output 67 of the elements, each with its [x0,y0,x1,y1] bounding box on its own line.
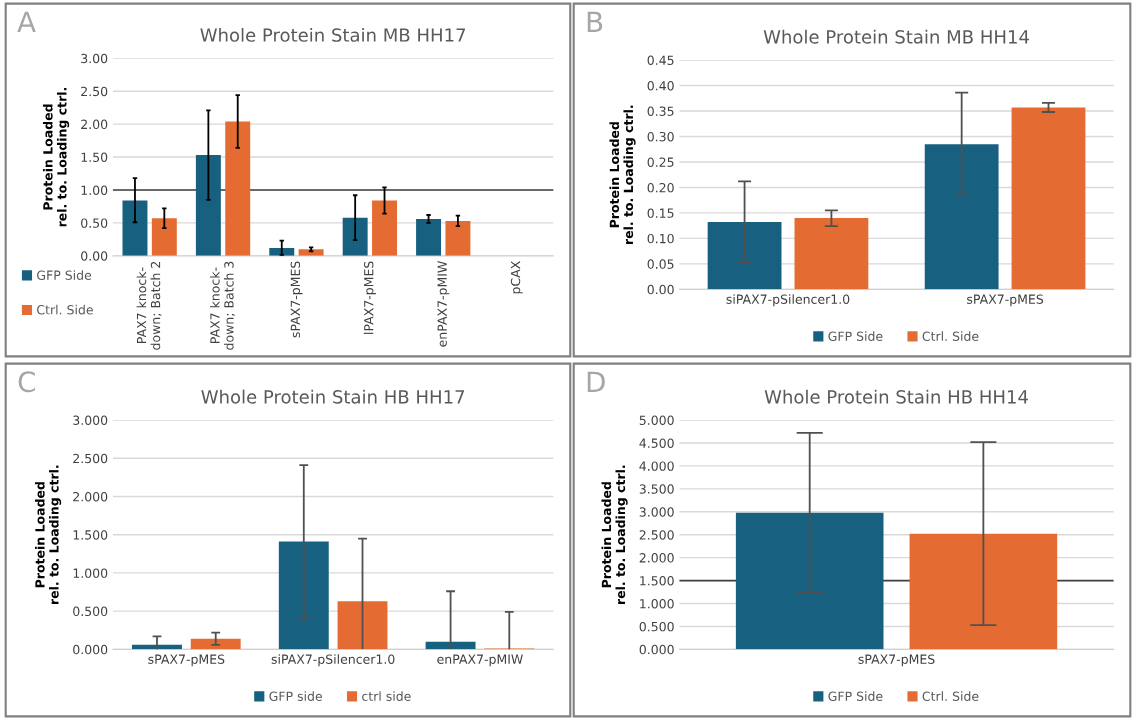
y-axis-title: Protein Loaded rel. to. Loading ctrl. [609,105,636,244]
legend-label: GFP Side [828,331,883,341]
y-axis-title: Protein Loaded rel. to. Loading ctrl. [601,465,628,604]
chart-title: Whole Protein Stain HB HH14 [764,389,1028,404]
y-tick-label: 0.00 [647,284,674,295]
y-tick-label: 4.500 [639,438,674,448]
y-tick-label: 0.00 [81,251,108,261]
y-tick-label: 1.500 [640,576,674,586]
y-tick-label: 0.05 [647,259,674,269]
x-tick-label: siPAX7-pSilencer1.0 [726,294,850,307]
legend-label: Ctrl. Side [922,691,979,701]
chart-title: Whole Protein Stain HB HH17 [201,389,465,404]
x-tick-label: sPAX7-pMES [290,261,303,338]
x-tick-label: PAX7 knock- down; Batch 2 [136,261,162,350]
y-tick-label: 4.000 [639,461,674,471]
legend-label: GFP Side [828,691,883,701]
y-tick-label: 1.00 [81,185,108,195]
legend-label: ctrl side [362,691,411,701]
y-tick-label: 2.000 [639,553,674,563]
y-tick-label: 3.000 [639,507,674,517]
y-tick-label: 2.500 [73,453,108,464]
text: C [18,371,35,393]
y-axis-title: Protein Loaded rel. to. Loading ctrl. [42,88,70,227]
y-axis-title: Protein Loaded rel. to. Loading ctrl. [35,465,62,604]
text: D [587,371,605,392]
y-tick-label: 1.50 [81,152,108,162]
y-tick-label: 3.00 [81,53,108,64]
legend-label: Ctrl. Side [922,331,979,341]
x-tick-label: siPAX7-pSilencer1.0 [271,654,395,667]
y-tick-label: 2.50 [81,86,108,97]
y-tick-label: 0.500 [639,621,674,632]
y-tick-label: 0.500 [73,606,108,617]
chart-title: Whole Protein Stain MB HH14 [763,29,1029,44]
text: B [587,11,603,32]
x-tick-label: sPAX7-pMES [858,654,935,667]
x-tick-label: enPAX7-pMIW [437,654,523,667]
y-tick-label: 0.50 [81,218,108,228]
text: A [17,11,36,32]
y-tick-label: 1.500 [73,530,108,540]
x-tick-label: sPAX7-pMES [967,294,1044,307]
y-tick-label: 0.25 [647,157,674,167]
chart-title: Whole Protein Stain MB HH17 [200,27,466,42]
y-tick-label: 0.000 [73,644,108,655]
x-tick-label: PAX7 knock- down; Batch 3 [210,261,235,350]
y-tick-label: 2.00 [81,119,108,130]
y-tick-label: 3.000 [73,415,108,425]
y-tick-label: 3.500 [639,484,674,494]
x-tick-label: pCAX [510,261,523,294]
y-tick-label: 0.30 [647,131,674,142]
y-tick-label: 1.000 [73,568,108,578]
y-tick-label: 0.15 [647,208,674,218]
legend-label: GFP side [269,691,322,701]
legend-label: GFP Side [37,270,92,280]
y-tick-label: 0.000 [639,644,674,655]
y-tick-label: 0.20 [647,182,674,193]
x-tick-label: sPAX7-pMES [148,654,225,667]
y-tick-label: 0.10 [647,233,674,244]
legend-label: Ctrl. Side [37,304,93,315]
x-tick-label: lPAX7-pMES [363,261,376,334]
y-tick-label: 0.35 [647,106,674,116]
y-tick-label: 2.000 [73,491,108,502]
y-tick-label: 0.40 [647,81,674,91]
y-tick-label: 1.000 [640,598,674,609]
x-tick-label: enPAX7-pMIW [437,261,450,347]
y-tick-label: 0.45 [647,55,674,65]
y-tick-label: 5.000 [639,415,674,425]
y-tick-label: 2.500 [639,530,674,540]
